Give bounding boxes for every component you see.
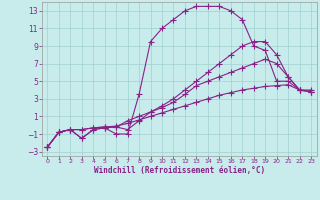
X-axis label: Windchill (Refroidissement éolien,°C): Windchill (Refroidissement éolien,°C) [94,166,265,175]
